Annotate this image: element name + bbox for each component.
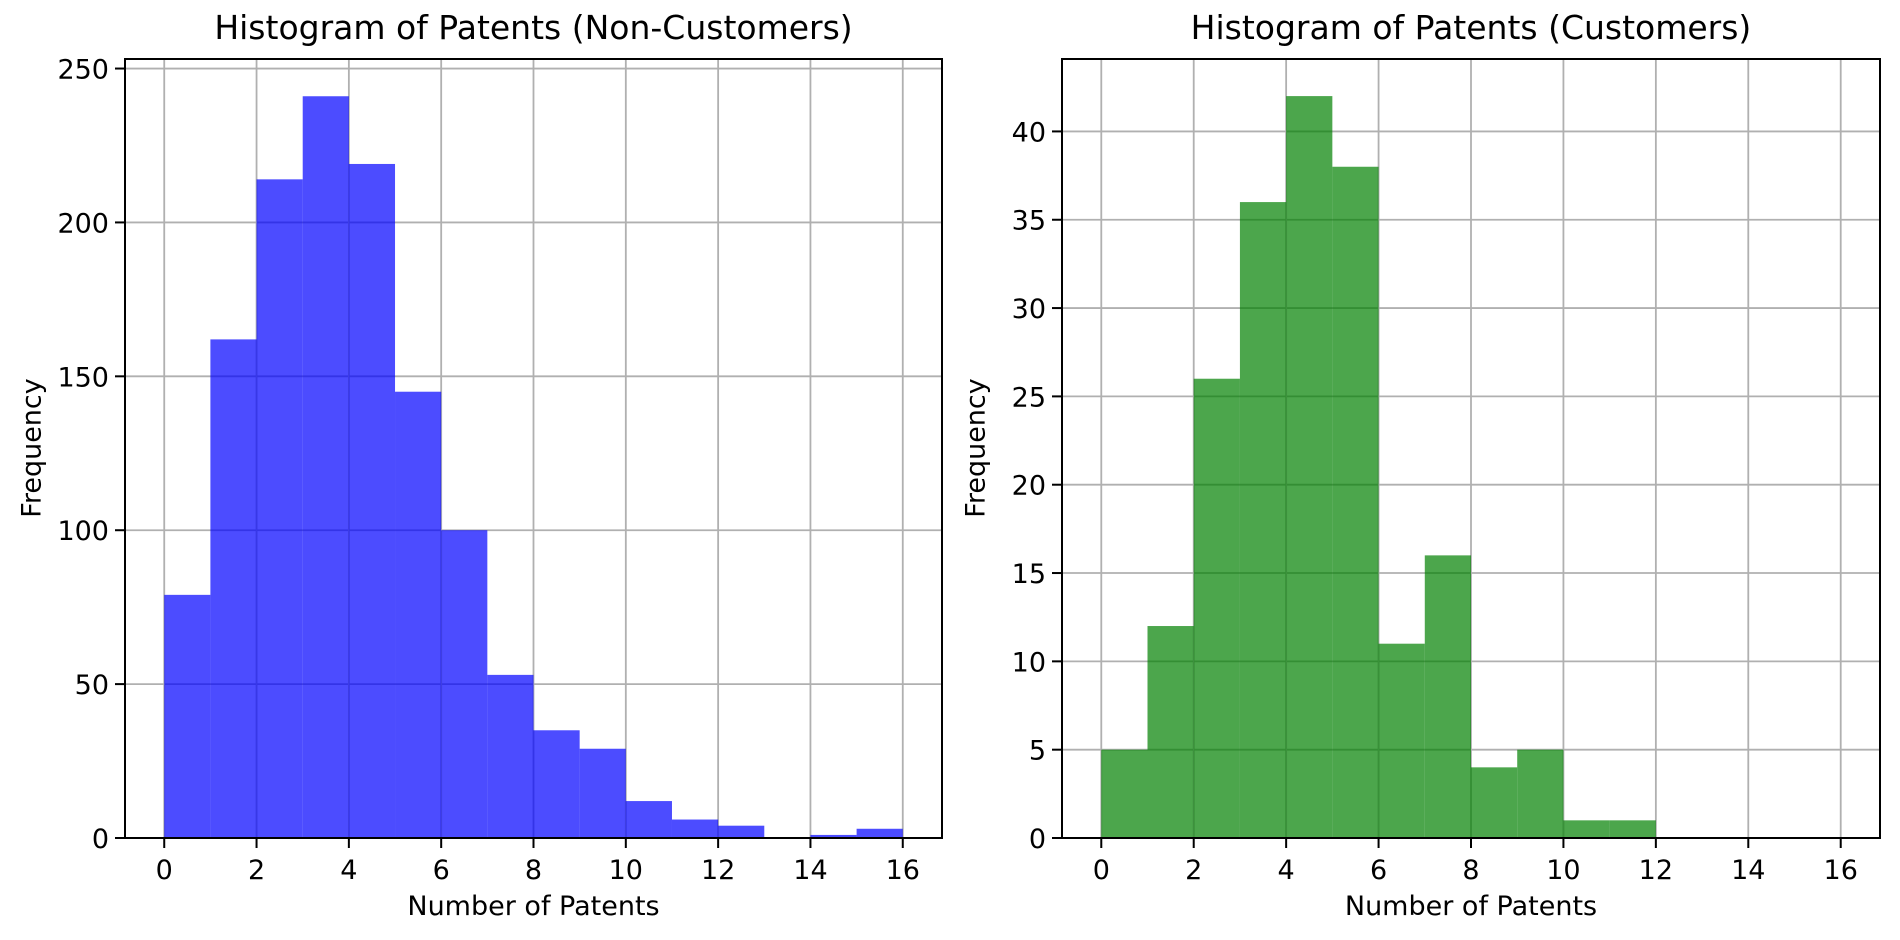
histogram-bar	[210, 339, 257, 838]
x-tick-label: 2	[1185, 855, 1202, 886]
x-axis-label: Number of Patents	[407, 891, 660, 922]
y-tick-label: 20	[1012, 471, 1046, 502]
y-tick-label: 200	[57, 208, 109, 239]
histogram-bar	[1193, 378, 1240, 838]
histogram-bar	[1471, 767, 1518, 838]
x-tick-label: 4	[1278, 855, 1295, 886]
x-axis-label: Number of Patents	[1344, 891, 1598, 922]
y-tick-label: 10	[1012, 647, 1046, 678]
histogram-bar	[1101, 749, 1148, 838]
histogram-bar	[1517, 749, 1564, 838]
histogram-bar	[441, 530, 488, 838]
x-tick-label: 10	[1546, 855, 1580, 886]
x-tick-label: 16	[886, 855, 920, 886]
chart-title: Histogram of Patents (Non-Customers)	[214, 8, 853, 47]
x-tick-label: 14	[1731, 855, 1765, 886]
histogram-bar	[1239, 202, 1287, 838]
x-tick-label: 12	[701, 855, 735, 886]
histogram-bar	[487, 674, 534, 838]
x-tick-label: 6	[1370, 855, 1387, 886]
histogram-bar	[256, 179, 303, 838]
histogram-bar	[1563, 820, 1610, 838]
plot-area: 0 2 4 6 8 10 12 14 16 0 5 10 15 20 25 30 35 40	[1012, 58, 1881, 886]
y-tick-label: 40	[1012, 117, 1046, 148]
y-axis-label: Frequency	[16, 378, 48, 518]
plot-area: 0 2 4 6 8 10 12 14 16 0 50 100 150 200 250	[57, 55, 943, 886]
histogram-bar	[1424, 555, 1471, 838]
x-tick-label: 0	[1093, 855, 1110, 886]
y-tick-label: 35	[1012, 206, 1046, 237]
histogram-bar	[856, 828, 903, 838]
histogram-bar	[533, 730, 580, 838]
histogram-bar	[625, 801, 672, 838]
histogram-bar	[1286, 96, 1333, 839]
y-tick-label: 0	[92, 824, 109, 855]
y-axis-label: Frequency	[960, 378, 992, 518]
x-tick-label: 4	[340, 855, 357, 886]
x-tick-label: 12	[1639, 855, 1673, 886]
histogram-bar	[579, 748, 626, 838]
y-tick-label: 250	[57, 55, 109, 86]
histogram-bar	[1147, 626, 1194, 838]
chart-title: Histogram of Patents (Customers)	[1190, 8, 1752, 47]
y-tick-label: 100	[57, 516, 109, 547]
y-tick-label: 5	[1029, 736, 1046, 767]
y-tick-label: 25	[1012, 382, 1046, 413]
y-tick-label: 50	[75, 670, 109, 701]
y-tick-label: 30	[1012, 294, 1046, 325]
y-tick-label: 150	[57, 362, 109, 393]
x-tick-label: 8	[1462, 855, 1479, 886]
x-tick-label: 0	[156, 855, 173, 886]
histogram-bar	[718, 825, 765, 838]
histogram-bar	[1332, 166, 1379, 839]
histogram-bar	[302, 96, 349, 838]
histogram-bar	[164, 594, 211, 838]
x-tick-label: 6	[433, 855, 450, 886]
histogram-bar	[671, 819, 719, 838]
histogram-bar	[1609, 820, 1656, 838]
histogram-bar	[810, 834, 857, 838]
y-tick-label: 15	[1012, 559, 1046, 590]
histogram-bar	[348, 163, 396, 838]
y-tick-label: 0	[1029, 824, 1046, 855]
x-tick-label: 16	[1824, 855, 1858, 886]
x-tick-label: 8	[525, 855, 542, 886]
histogram-bar	[1378, 643, 1425, 838]
x-tick-label: 10	[609, 855, 643, 886]
x-tick-label: 14	[793, 855, 827, 886]
x-tick-label: 2	[248, 855, 265, 886]
histogram-bar	[395, 391, 442, 838]
